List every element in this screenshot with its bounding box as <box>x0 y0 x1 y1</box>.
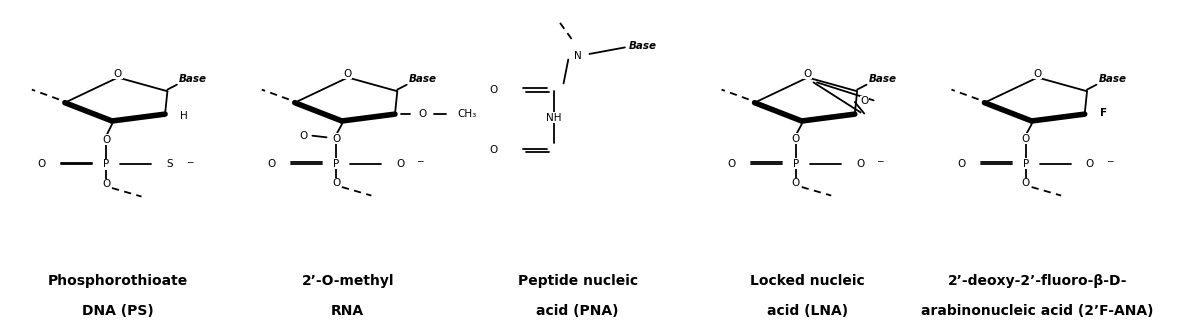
Text: Peptide nucleic: Peptide nucleic <box>518 274 638 288</box>
Text: −: − <box>416 156 423 165</box>
Text: NH: NH <box>546 113 562 123</box>
Text: O: O <box>792 134 799 144</box>
Text: −: − <box>876 156 883 165</box>
Text: O: O <box>1022 134 1029 144</box>
Text: S: S <box>166 160 173 169</box>
Text: O: O <box>1022 178 1029 188</box>
Text: Locked nucleic: Locked nucleic <box>750 274 865 288</box>
Text: O: O <box>489 85 498 95</box>
Text: Phosphorothioate: Phosphorothioate <box>48 274 187 288</box>
Text: O: O <box>856 159 864 168</box>
Text: P: P <box>1022 159 1029 168</box>
Text: O: O <box>1086 159 1094 168</box>
Text: O: O <box>419 109 426 119</box>
Text: −: − <box>186 157 193 166</box>
Text: O: O <box>792 178 799 188</box>
Text: O: O <box>957 159 966 168</box>
Text: Base: Base <box>628 42 657 51</box>
Text: O: O <box>299 131 307 141</box>
Text: acid (PNA): acid (PNA) <box>536 304 619 318</box>
Text: arabinonucleic acid (2’F-ANA): arabinonucleic acid (2’F-ANA) <box>921 304 1154 318</box>
Text: −: − <box>1106 156 1113 165</box>
Text: H: H <box>180 111 189 121</box>
Text: Base: Base <box>179 74 208 84</box>
Text: N: N <box>574 51 581 60</box>
Text: P: P <box>103 160 110 169</box>
Text: DNA (PS): DNA (PS) <box>83 304 153 318</box>
Text: acid (LNA): acid (LNA) <box>768 304 848 318</box>
Text: O: O <box>1034 69 1041 78</box>
Text: O: O <box>38 160 46 169</box>
Text: 2’-deoxy-2’-fluoro-β-D-: 2’-deoxy-2’-fluoro-β-D- <box>948 274 1127 288</box>
Text: P: P <box>332 159 340 168</box>
Text: P: P <box>792 159 799 168</box>
Text: O: O <box>332 134 340 144</box>
Text: O: O <box>489 146 498 155</box>
Text: O: O <box>268 159 276 168</box>
Text: Base: Base <box>409 74 437 84</box>
Text: RNA: RNA <box>331 304 364 318</box>
Text: O: O <box>344 69 351 78</box>
Text: O: O <box>332 178 340 188</box>
Text: O: O <box>103 179 110 189</box>
Text: O: O <box>396 159 404 168</box>
Text: O: O <box>114 69 121 78</box>
Text: 2’-O-methyl: 2’-O-methyl <box>302 274 394 288</box>
Text: CH₃: CH₃ <box>457 109 476 119</box>
Text: Base: Base <box>1099 74 1127 84</box>
Text: O: O <box>861 96 868 106</box>
Text: Base: Base <box>869 74 897 84</box>
Text: O: O <box>727 159 736 168</box>
Text: O: O <box>103 135 110 145</box>
Text: O: O <box>804 69 811 78</box>
Text: F: F <box>1100 108 1107 118</box>
